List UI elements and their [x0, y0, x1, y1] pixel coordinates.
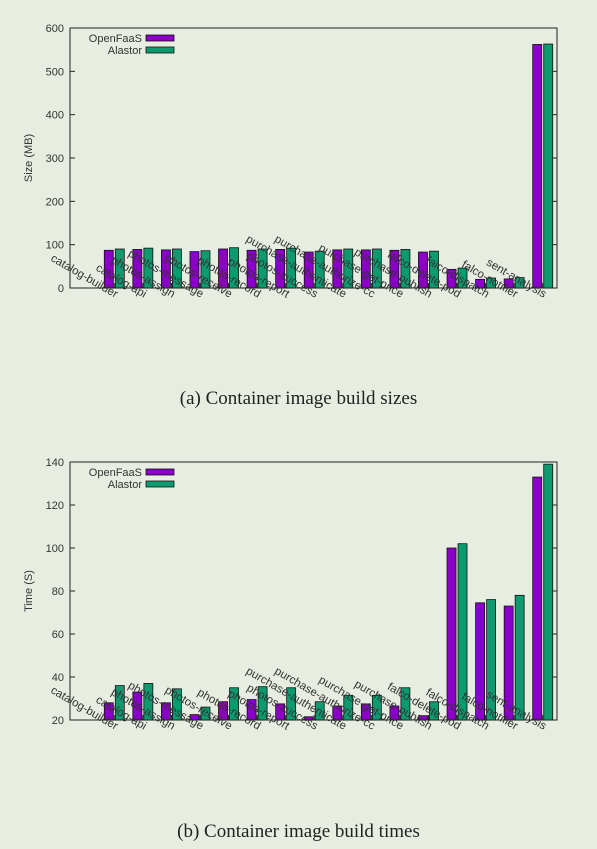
size-bar-alastor-purchase-get-price	[400, 249, 411, 289]
time-bar-alastor-photos-receive	[229, 687, 239, 721]
time-bar-openfaas-purchase-get-price	[389, 705, 400, 721]
time-bar-alastor-falco-dispatch	[486, 599, 496, 721]
size-legend-swatch-alastor	[145, 46, 175, 54]
size-bar-alastor-falco-notifier	[514, 277, 525, 289]
size-bar-alastor-photos-success	[314, 250, 325, 289]
time-bar-alastor-photos-record	[257, 686, 268, 721]
time-ytick-label-3: 80	[52, 586, 64, 598]
time-bar-openfaas-purchase-authenticate	[332, 705, 343, 721]
size-legend-swatch-openfaas	[145, 34, 175, 42]
size-bar-alastor-purchase-authenticate	[343, 248, 354, 289]
size-bar-openfaas-purchase-authorize-cc	[360, 249, 371, 289]
time-bar-alastor-purchase-authenticate	[343, 694, 354, 721]
time-bar-openfaas-purchase-authorize-cc	[360, 703, 371, 721]
size-ytick-label-3: 300	[46, 153, 64, 165]
size-bar-alastor-falco-delete-pod	[457, 267, 468, 289]
size-bar-alastor-falco-dispatch	[486, 277, 496, 289]
size-bar-openfaas-sent-analysis	[532, 44, 543, 289]
size-bar-openfaas-falco-notifier	[503, 278, 514, 289]
size-ytick-label-5: 500	[46, 66, 64, 78]
size-bar-openfaas-falco-delete-pod	[446, 268, 457, 289]
time-ytick-label-4: 100	[46, 543, 64, 555]
size-caption: (a) Container image build sizes	[179, 388, 418, 409]
size-bar-alastor-purchase-authorize-cc	[371, 248, 382, 289]
size-figure: 0 100 200 300 400 500 600 Size (MB) catalog-buil…	[23, 23, 558, 409]
time-bar-openfaas-falco-dispatch	[475, 602, 485, 721]
time-ytick-label-6: 140	[46, 457, 64, 469]
time-bar-alastor-catalog-api	[143, 683, 154, 721]
size-bar-openfaas-catalog-builder	[103, 249, 114, 289]
size-bar-openfaas-photos-assign	[161, 249, 171, 289]
time-bar-alastor-falco-delete-pod	[457, 543, 468, 721]
time-ytick-label-1: 40	[52, 672, 64, 684]
time-ytick-label-2: 60	[52, 629, 64, 641]
time-ytick-label-0: 20	[52, 715, 64, 727]
time-bar-alastor-sent-analysis	[543, 463, 554, 721]
size-bar-openfaas-falco-dispatch	[475, 278, 485, 289]
size-bar-openfaas-photos-message	[189, 251, 200, 289]
time-bar-openfaas-sent-analysis	[532, 476, 543, 721]
time-bar-openfaas-photos-assign	[161, 702, 171, 721]
time-bar-alastor-photos-success	[314, 701, 325, 721]
size-bar-openfaas-catalog-api	[132, 249, 143, 289]
time-bar-alastor-purchase-publish	[429, 701, 439, 721]
time-legend-swatch-alastor	[145, 480, 175, 488]
time-ytick-label-5: 120	[46, 500, 64, 512]
size-bar-alastor-purchase-publish	[429, 250, 439, 289]
size-bar-openfaas-photos-success	[303, 251, 314, 289]
size-ytick-label-1: 100	[46, 240, 64, 252]
time-ylabel: Time (S)	[23, 570, 35, 612]
size-bar-openfaas-purchase-authenticate	[332, 249, 343, 289]
size-bar-alastor-photos-receive	[229, 247, 239, 289]
size-bar-openfaas-purchase-publish	[418, 251, 428, 289]
time-bar-openfaas-photos-success	[303, 716, 314, 721]
time-caption: (b) Container image build times	[177, 821, 420, 842]
time-bar-openfaas-photos-message	[189, 714, 200, 721]
size-bar-openfaas-photos-receive	[218, 248, 228, 289]
size-bar-alastor-photos-assign	[172, 248, 182, 289]
time-bar-openfaas-catalog-api	[132, 691, 143, 721]
size-ytick-label-4: 400	[46, 110, 64, 122]
time-bar-openfaas-falco-delete-pod	[446, 547, 457, 721]
time-bar-openfaas-photos-receive	[218, 701, 228, 721]
time-bar-alastor-photos-assign	[172, 688, 182, 721]
time-legend-label-alastor: Alastor	[108, 479, 143, 491]
time-bar-openfaas-falco-notifier	[503, 605, 514, 721]
size-legend-label-openfaas: OpenFaaS	[89, 33, 142, 45]
time-legend-label-openfaas: OpenFaaS	[89, 467, 142, 479]
time-bar-alastor-photos-report	[286, 687, 297, 721]
time-bar-alastor-purchase-authorize-cc	[371, 694, 382, 721]
size-plot-frame	[69, 27, 558, 289]
time-bar-openfaas-photos-report	[275, 703, 286, 721]
time-figure: 20 40 60 80 100 120 140 Time (S) catalog-builder…	[0, 432, 597, 849]
time-bar-alastor-falco-notifier	[514, 594, 525, 721]
size-ytick-label-2: 200	[46, 196, 64, 208]
size-bar-alastor-photos-message	[200, 250, 211, 289]
size-bar-openfaas-purchase-get-price	[389, 249, 400, 289]
time-bar-openfaas-photos-record	[246, 699, 257, 721]
size-ylabel: Size (MB)	[23, 134, 35, 182]
size-bar-openfaas-photos-report	[275, 249, 286, 289]
size-bar-alastor-catalog-api	[143, 247, 154, 289]
size-legend-label-alastor: Alastor	[108, 45, 143, 57]
time-legend-swatch-openfaas	[145, 468, 175, 476]
size-ytick-label-0: 0	[58, 283, 64, 295]
time-bar-openfaas-purchase-publish	[418, 715, 428, 721]
size-bar-openfaas-photos-record	[246, 249, 257, 289]
time-bar-openfaas-catalog-builder	[103, 702, 114, 721]
size-bar-alastor-photos-record	[257, 248, 268, 289]
size-ytick-label-6: 600	[46, 23, 64, 35]
time-bar-alastor-purchase-get-price	[400, 687, 411, 721]
size-bar-alastor-photos-report	[286, 247, 297, 289]
size-bar-alastor-catalog-builder	[114, 248, 125, 289]
size-bar-alastor-sent-analysis	[543, 43, 554, 289]
time-bar-alastor-catalog-builder	[114, 685, 125, 721]
time-bar-alastor-photos-message	[200, 706, 211, 721]
